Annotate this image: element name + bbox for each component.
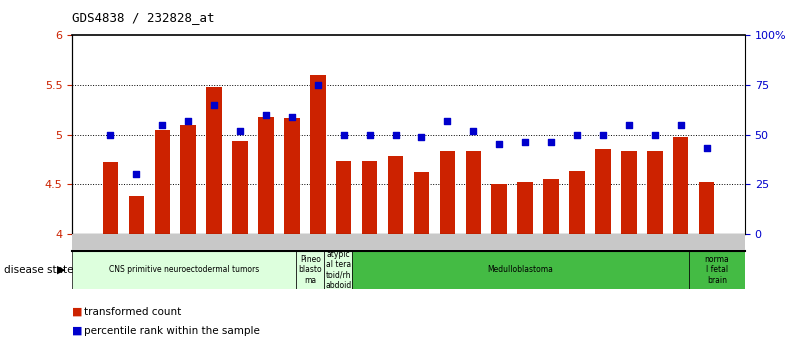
Bar (296, 251, 324, 289)
Point (312, 82, 324, 88)
Point (104, 132, 117, 137)
Point (156, 122, 169, 127)
Bar (232, 142, 248, 234)
Point (519, 139, 532, 145)
Text: GDS4838 / 232828_at: GDS4838 / 232828_at (72, 11, 215, 24)
Point (648, 132, 661, 137)
Point (467, 128, 480, 133)
Point (674, 122, 687, 127)
Point (389, 132, 402, 137)
Text: ■: ■ (72, 326, 83, 336)
Bar (465, 152, 481, 234)
Text: Pineo
blasto
ma: Pineo blasto ma (299, 255, 322, 285)
Bar (698, 182, 714, 234)
Point (570, 132, 583, 137)
Bar (492, 184, 507, 234)
Bar (336, 161, 352, 234)
Bar (362, 161, 377, 234)
Bar (324, 251, 352, 289)
Bar (284, 118, 300, 234)
Point (130, 171, 143, 177)
Bar (352, 251, 689, 289)
Text: norma
l fetal
brain: norma l fetal brain (705, 255, 729, 285)
Text: transformed count: transformed count (84, 307, 181, 316)
Point (545, 139, 557, 145)
Text: disease state: disease state (4, 265, 74, 275)
Bar (595, 149, 610, 234)
Text: atypic
al tera
toid/rh
abdoid: atypic al tera toid/rh abdoid (325, 250, 352, 290)
Bar (155, 130, 170, 234)
Bar (647, 152, 662, 234)
Text: Medulloblastoma: Medulloblastoma (488, 266, 553, 274)
Bar (621, 152, 637, 234)
Bar (413, 172, 429, 234)
Point (182, 118, 195, 124)
Point (363, 132, 376, 137)
Point (260, 112, 272, 118)
Bar (543, 179, 559, 234)
Bar (103, 162, 119, 234)
Bar (129, 196, 144, 234)
Point (700, 145, 713, 151)
Point (234, 128, 247, 133)
Bar (570, 171, 585, 234)
Bar (388, 156, 404, 234)
Bar (72, 251, 296, 289)
Point (622, 122, 635, 127)
Text: ■: ■ (72, 307, 83, 316)
Text: ▶: ▶ (57, 265, 66, 275)
Bar (689, 251, 745, 289)
Bar (258, 117, 274, 234)
Bar (310, 75, 325, 234)
Point (285, 114, 298, 120)
Bar (180, 125, 196, 234)
Point (207, 102, 220, 108)
Point (441, 118, 454, 124)
Point (337, 132, 350, 137)
Bar (517, 182, 533, 234)
Bar (440, 152, 455, 234)
Point (597, 132, 610, 137)
Text: CNS primitive neuroectodermal tumors: CNS primitive neuroectodermal tumors (109, 266, 260, 274)
Bar (207, 87, 222, 234)
Point (415, 134, 428, 139)
Text: percentile rank within the sample: percentile rank within the sample (84, 326, 260, 336)
Bar (673, 137, 688, 234)
Point (493, 142, 505, 147)
